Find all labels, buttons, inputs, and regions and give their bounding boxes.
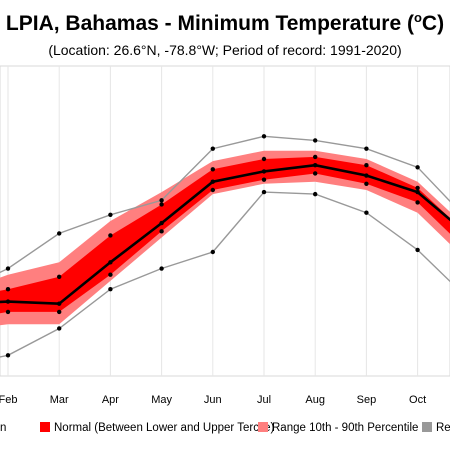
point-record-high-mar <box>57 231 62 236</box>
x-tick-label-mar: Mar <box>50 394 69 406</box>
series-lines <box>0 135 450 358</box>
temperature-chart: Feb Mar Apr May Jun Jul Aug Sep Oct <box>0 65 450 406</box>
x-tick-label-sep: Sep <box>357 394 377 406</box>
legend-mean-label: n <box>0 422 7 434</box>
x-tick-label-jul: Jul <box>257 394 271 406</box>
point-record-low-apr <box>108 287 113 292</box>
point-record-high-apr <box>108 212 113 217</box>
point-mean-jul <box>261 169 267 174</box>
legend-item-mean: n <box>0 422 6 434</box>
grid-lines <box>0 65 450 377</box>
point-normal-lower-mar <box>57 309 62 315</box>
legend-normal-swatch <box>40 422 50 432</box>
point-record-low-jul <box>261 189 267 195</box>
point-mean-may <box>159 220 164 226</box>
point-normal-upper-sep <box>364 163 369 168</box>
point-mean-oct <box>415 189 420 195</box>
line-mean <box>0 163 450 306</box>
line-record-low <box>0 191 450 358</box>
x-tick-label-feb: Feb <box>0 394 17 406</box>
point-record-high-may <box>159 198 164 203</box>
plot-frame <box>0 65 450 377</box>
line-record-high <box>0 135 450 274</box>
point-record-low-sep <box>364 210 369 215</box>
point-mean-jun <box>210 179 215 184</box>
band-normal-tercile <box>0 156 450 314</box>
point-record-low-oct <box>415 247 420 253</box>
data-points <box>5 134 420 358</box>
bands <box>0 150 450 326</box>
legend: n Normal (Between Lower and Upper Tercil… <box>0 420 450 440</box>
x-axis-ticks: Feb Mar Apr May Jun Jul Aug Sep Oct <box>0 394 426 406</box>
point-record-low-mar <box>57 326 62 331</box>
title-suffix: ) <box>437 12 445 35</box>
point-normal-lower-sep <box>364 181 369 186</box>
point-record-high-aug <box>313 138 318 143</box>
x-tick-label-may: May <box>151 394 172 406</box>
point-normal-upper-may <box>159 202 164 207</box>
point-normal-lower-aug <box>313 171 318 176</box>
chart-subtitle: (Location: 26.6°N, -78.8°W; Period of re… <box>48 42 402 58</box>
legend-range-swatch <box>258 422 268 432</box>
legend-range-label: Range 10th - 90th Percentile <box>272 422 419 434</box>
point-normal-upper-aug <box>313 154 318 160</box>
point-mean-aug <box>313 163 318 168</box>
x-tick-label-aug: Aug <box>305 394 325 406</box>
point-record-high-feb <box>5 266 11 271</box>
point-normal-upper-oct <box>415 185 420 191</box>
title-unit-letter: C <box>421 12 438 35</box>
point-normal-lower-feb <box>5 309 11 315</box>
chart-title: LPIA, Bahamas - Minimum Temperature (oC) <box>0 10 450 36</box>
point-normal-upper-feb <box>5 287 11 292</box>
point-normal-upper-jun <box>210 167 215 172</box>
point-normal-lower-jun <box>210 187 215 193</box>
point-record-low-feb <box>5 353 11 358</box>
legend-record-label: Re <box>436 422 450 434</box>
legend-record-swatch <box>422 422 432 432</box>
point-record-high-jul <box>261 134 267 139</box>
x-tick-label-jun: Jun <box>204 394 222 406</box>
point-record-low-may <box>159 266 164 271</box>
point-mean-feb <box>5 299 11 304</box>
point-mean-apr <box>108 260 113 265</box>
legend-item-range: Range 10th - 90th Percentile <box>258 422 418 434</box>
point-normal-lower-apr <box>108 272 113 277</box>
point-normal-lower-jul <box>261 177 267 182</box>
point-record-low-jun <box>210 249 215 255</box>
point-normal-upper-mar <box>57 274 62 279</box>
point-record-low-aug <box>313 191 318 197</box>
point-normal-upper-jul <box>261 156 267 162</box>
point-normal-lower-may <box>159 229 164 234</box>
point-mean-sep <box>364 173 369 178</box>
x-tick-label-apr: Apr <box>102 394 119 406</box>
title-prefix: LPIA, Bahamas - Minimum Temperature ( <box>5 12 414 35</box>
legend-item-normal: Normal (Between Lower and Upper Tercile) <box>40 422 274 434</box>
point-record-high-oct <box>415 165 420 170</box>
legend-item-record: Re <box>422 422 450 434</box>
title-unit-superscript: o <box>413 10 422 25</box>
point-mean-mar <box>57 301 62 306</box>
point-record-high-jun <box>210 146 215 151</box>
point-normal-lower-oct <box>415 200 420 205</box>
x-tick-label-oct: Oct <box>409 394 426 406</box>
point-record-high-sep <box>364 146 369 151</box>
legend-normal-label: Normal (Between Lower and Upper Tercile) <box>54 422 275 434</box>
point-normal-upper-apr <box>108 233 113 238</box>
